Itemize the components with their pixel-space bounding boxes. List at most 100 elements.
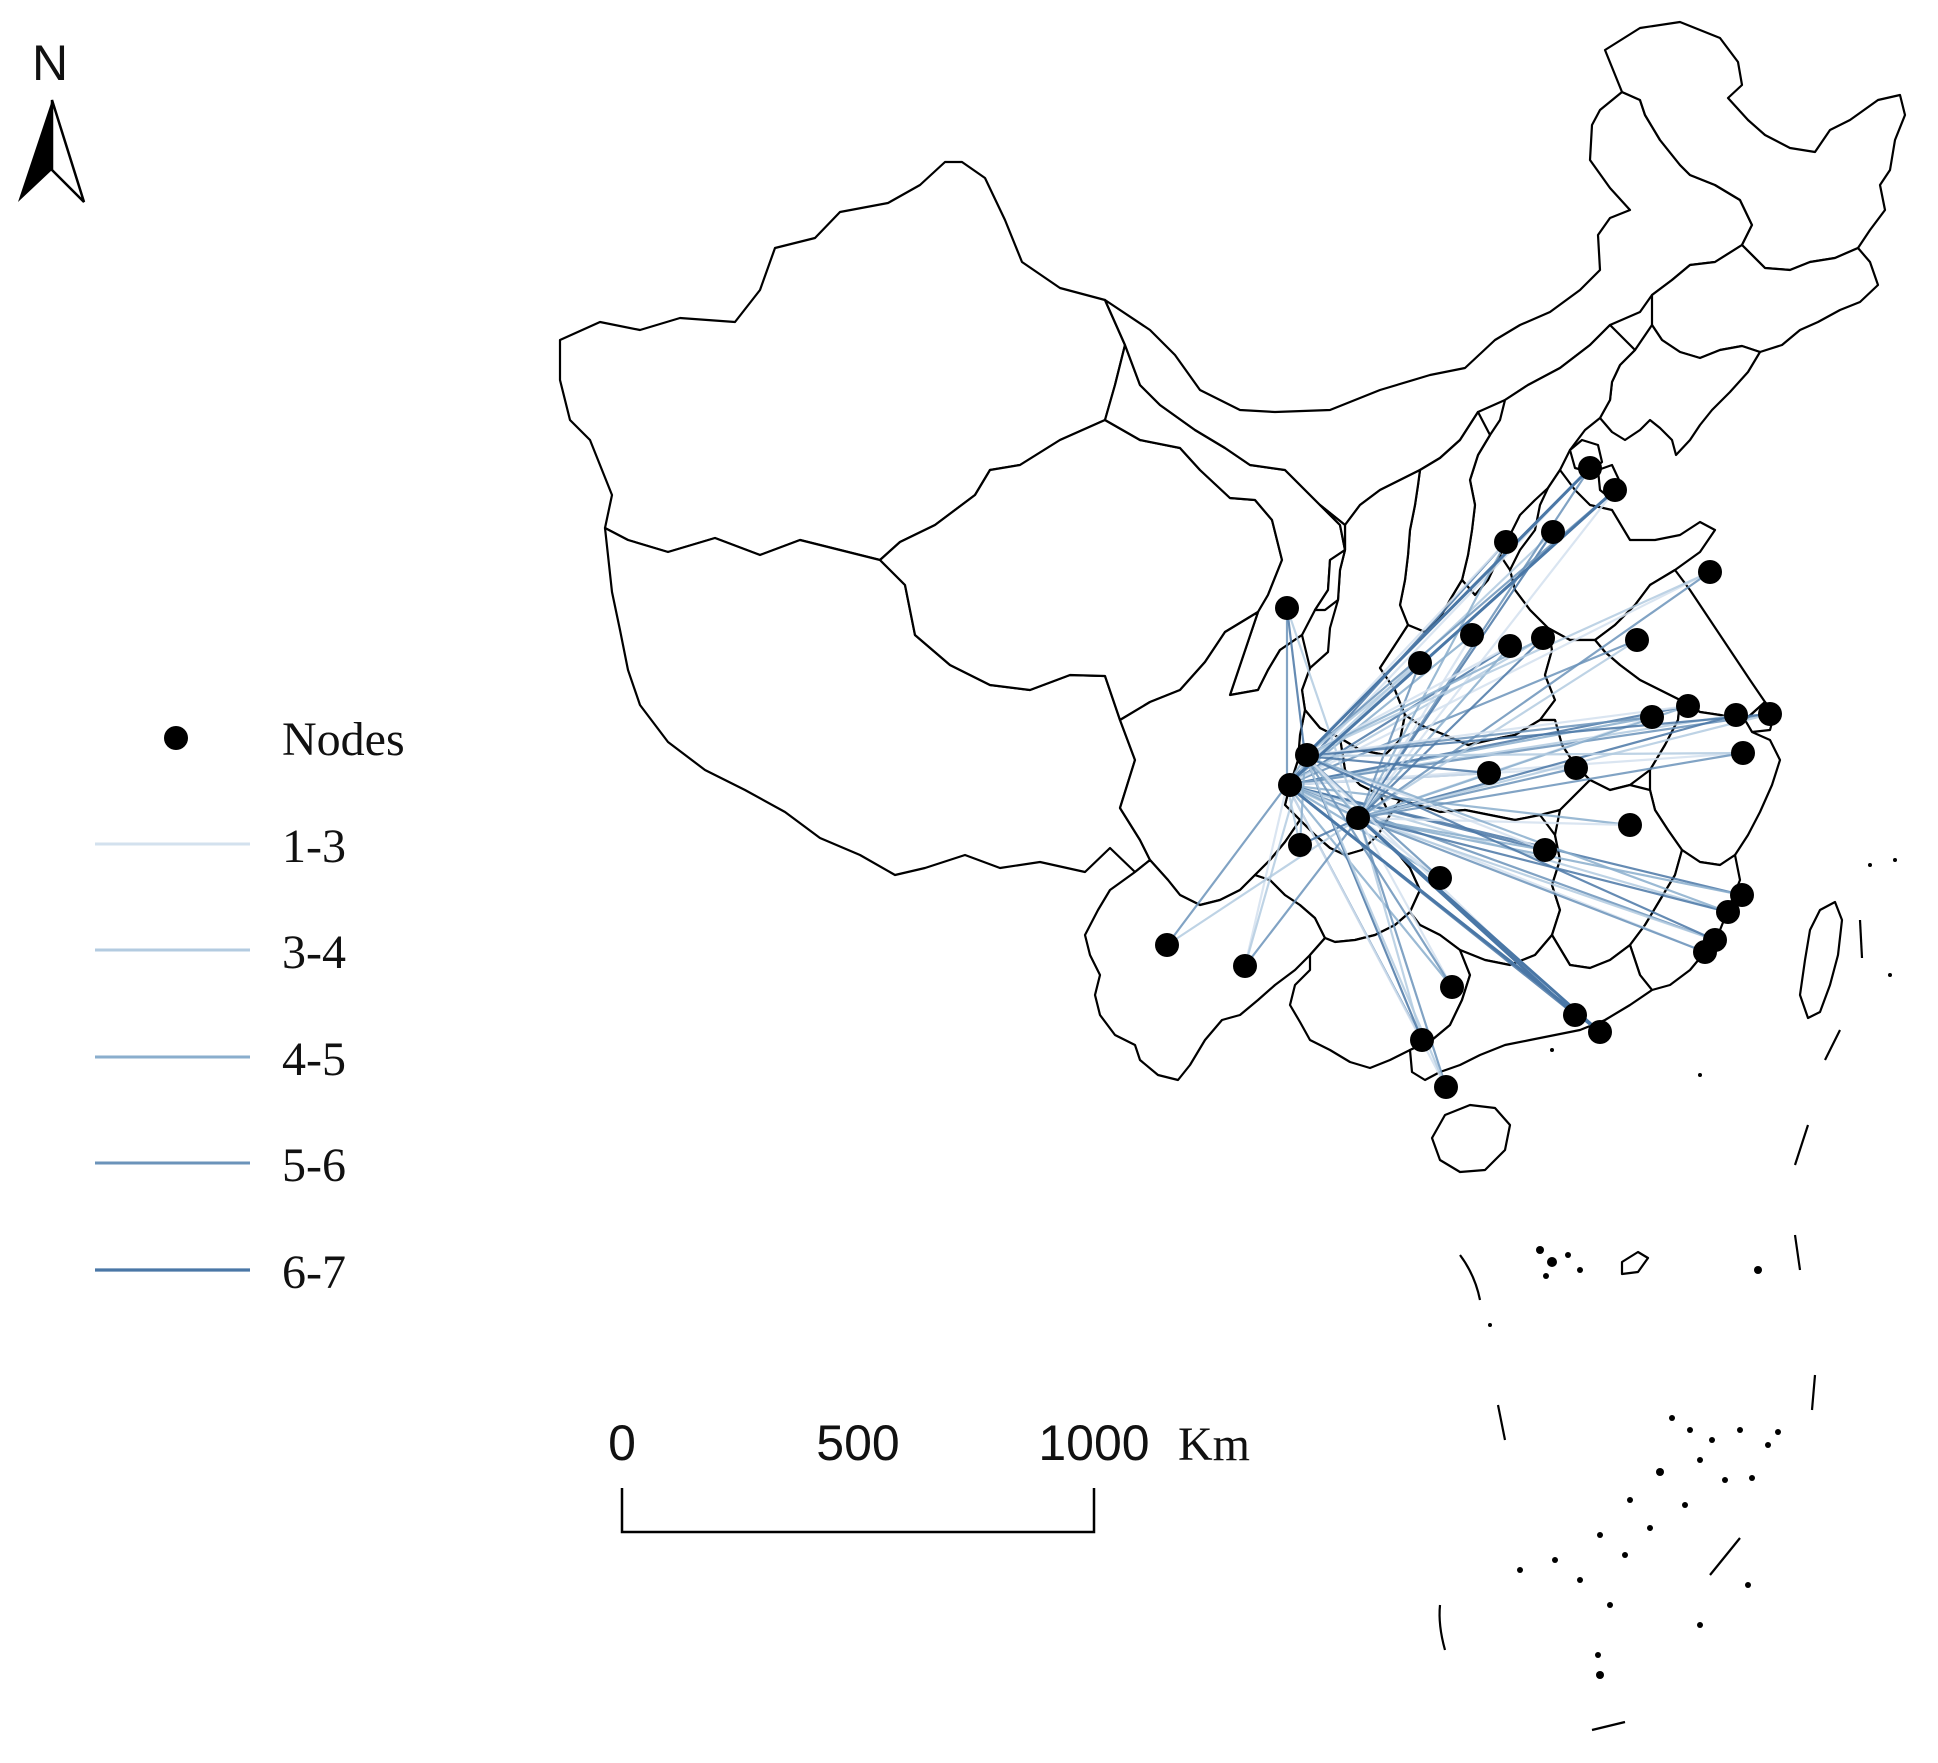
network-link [1358,816,1716,942]
network-link [1304,755,1359,819]
network-link [1304,751,1744,758]
network-link [1286,783,1601,1034]
network-node [1563,1003,1587,1027]
network-link [1286,783,1743,897]
network-node [1295,743,1319,767]
legend-label-1-3: 1-3 [282,820,346,873]
scale-bar-line [620,1488,1096,1534]
legend: Nodes 1-3 3-4 4-5 5-6 6-7 [95,713,405,1299]
network-link [1304,754,1490,775]
network-link [1358,489,1616,819]
network-node [1676,694,1700,718]
network-node [1428,866,1452,890]
network-node [1693,940,1717,964]
network-node [1531,626,1555,650]
south-china-sea-islands [1488,858,1897,1679]
province-taiwan [1798,900,1844,1020]
network-node [1716,900,1740,924]
network-link [1358,816,1706,954]
province-boundaries [558,20,1907,1732]
network-node [1155,933,1179,957]
network-link [1286,784,1453,988]
network-node [1731,741,1755,765]
network-node [1640,705,1664,729]
province-ningxia [1313,503,1347,612]
network-link [1304,662,1421,757]
legend-nodes-label: Nodes [282,713,405,766]
network-link [1358,571,1711,819]
network-node [1288,833,1312,857]
network-node [1724,703,1748,727]
scale-bar: 0 500 1000 Km [608,1415,1250,1534]
network-node [1698,560,1722,584]
network-link [1358,639,1638,819]
network-link [1286,712,1771,787]
network-link [1304,755,1453,988]
network-link [1304,570,1711,758]
network-link [1304,754,1729,914]
network-node [1494,530,1518,554]
province-yunnan [1083,858,1327,1082]
legend-class-4: 5-6 [95,1139,346,1192]
network-link [1304,637,1544,757]
network-node [1603,478,1627,502]
legend-class-2: 3-4 [95,926,346,979]
network-node [1278,773,1302,797]
network-link [1358,816,1601,1034]
legend-class-3: 4-5 [95,1033,346,1086]
legend-node-symbol [164,726,188,750]
legend-class-1: 1-3 [95,820,346,873]
legend-label-5-6: 5-6 [282,1139,346,1192]
north-arrow-icon: N [18,35,86,203]
network-link [1358,751,1744,820]
network-node [1588,1020,1612,1044]
province-hainan [1430,1103,1512,1174]
network-link [1243,784,1289,967]
network-node [1460,623,1484,647]
legend-label-6-7: 6-7 [282,1246,346,1299]
network-link [1285,607,1361,819]
legend-label-3-4: 3-4 [282,926,346,979]
network-node [1625,628,1649,652]
network-link [1358,816,1729,914]
network-link [1166,784,1288,946]
network-link [1286,704,1689,787]
network-node [1730,883,1754,907]
north-label: N [32,35,68,91]
network-node [1533,838,1557,862]
scale-unit: Km [1178,1418,1250,1471]
network-node [1440,975,1464,999]
network-node [1233,954,1257,978]
network-node [1408,651,1432,675]
network-link [1358,817,1453,988]
network-node [1434,1075,1458,1099]
province-heilongjiang [1603,20,1907,272]
network-link [1304,712,1771,758]
network-link [1358,541,1507,819]
province-anhui [1538,626,1682,792]
network-node [1410,1028,1434,1052]
network-node [1477,761,1501,785]
scale-tick-1000: 1000 [1038,1415,1149,1471]
network-nodes [1155,456,1782,1099]
network-node [1541,520,1565,544]
network-node [1564,756,1588,780]
network-link [1357,662,1422,819]
network-link [1357,817,1424,1041]
network-link [1358,816,1631,827]
network-node [1346,806,1370,830]
island-pratas [1620,1250,1650,1276]
scale-tick-500: 500 [816,1415,899,1471]
network-link [1304,704,1689,758]
network-node [1498,634,1522,658]
network-node [1578,456,1602,480]
legend-class-5: 6-7 [95,1246,346,1299]
network-node [1618,813,1642,837]
scale-tick-0: 0 [608,1415,636,1471]
network-link [1166,817,1360,946]
province-jilin [1650,243,1880,360]
network-link [1285,607,1307,757]
network-link [1304,754,1716,942]
network-node [1275,596,1299,620]
